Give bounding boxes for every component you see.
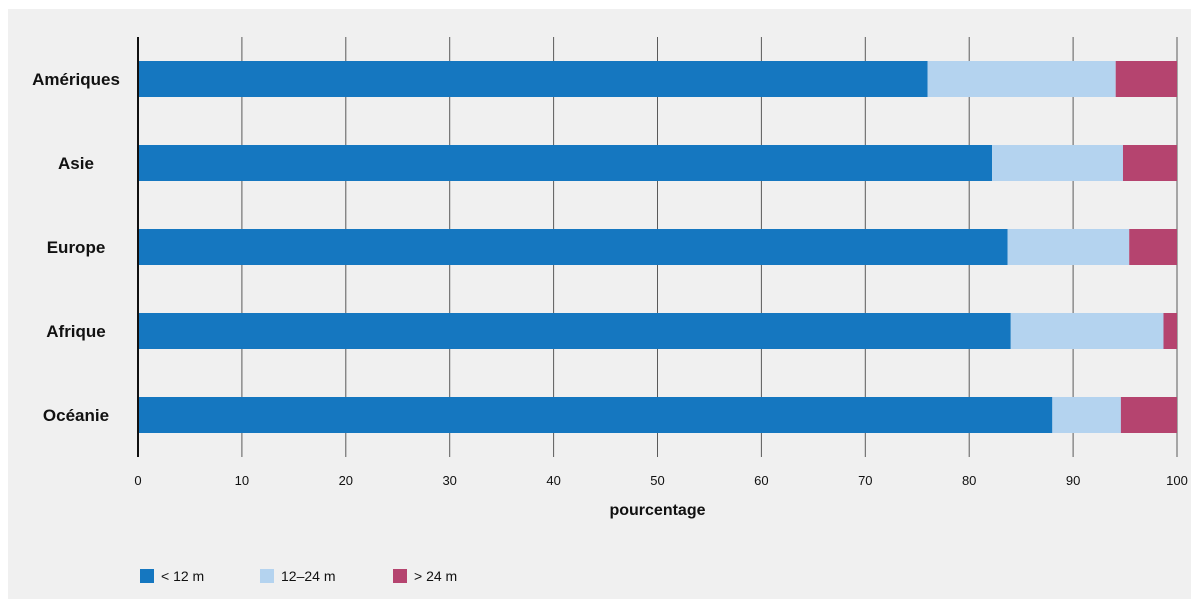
bar-océanie-series-2 <box>1052 397 1121 433</box>
bar-amériques-series-3 <box>1115 61 1177 97</box>
category-label: Asie <box>58 154 94 173</box>
x-tick-label: 20 <box>339 473 353 488</box>
category-labels: Amériques Asie Europe Afrique Océanie <box>32 70 120 425</box>
bar-amériques-series-2 <box>927 61 1116 97</box>
bar-afrique-series-2 <box>1010 313 1164 349</box>
legend-swatch <box>260 569 274 583</box>
x-tick-labels: 0 10 20 30 40 50 60 70 80 90 100 <box>134 473 1187 488</box>
bar-asie-series-2 <box>992 145 1123 181</box>
legend-swatch <box>393 569 407 583</box>
legend-swatch <box>140 569 154 583</box>
x-tick-label: 0 <box>134 473 141 488</box>
x-tick-label: 60 <box>754 473 768 488</box>
bar-asie-series-3 <box>1122 145 1177 181</box>
category-label: Amériques <box>32 70 120 89</box>
bar-océanie-series-3 <box>1120 397 1177 433</box>
legend-label: > 24 m <box>414 568 457 584</box>
bar-europe-series-2 <box>1007 229 1130 265</box>
x-tick-label: 80 <box>962 473 976 488</box>
legend: < 12 m 12–24 m > 24 m <box>140 568 457 584</box>
x-axis-title: pourcentage <box>609 502 705 519</box>
x-tick-label: 10 <box>235 473 249 488</box>
bar-europe-series-3 <box>1129 229 1177 265</box>
category-label: Afrique <box>46 322 106 341</box>
legend-label: < 12 m <box>161 568 204 584</box>
bar-amériques-series-1 <box>138 61 928 97</box>
x-tick-label: 70 <box>858 473 872 488</box>
category-label: Europe <box>47 238 106 257</box>
x-tick-label: 100 <box>1166 473 1188 488</box>
bar-océanie-series-1 <box>138 397 1053 433</box>
stacked-bar-chart: Amériques Asie Europe Afrique Océanie 0 10 20 3… <box>32 37 1188 584</box>
bar-asie-series-1 <box>138 145 993 181</box>
x-tick-label: 90 <box>1066 473 1080 488</box>
x-tick-label: 30 <box>442 473 456 488</box>
bar-afrique-series-1 <box>138 313 1011 349</box>
chart-panel: Amériques Asie Europe Afrique Océanie 0 10 20 3… <box>8 9 1191 599</box>
x-tick-label: 50 <box>650 473 664 488</box>
x-tick-label: 40 <box>546 473 560 488</box>
bars <box>138 61 1177 433</box>
bar-europe-series-1 <box>138 229 1008 265</box>
bar-afrique-series-3 <box>1163 313 1177 349</box>
legend-label: 12–24 m <box>281 568 335 584</box>
category-label: Océanie <box>43 406 109 425</box>
